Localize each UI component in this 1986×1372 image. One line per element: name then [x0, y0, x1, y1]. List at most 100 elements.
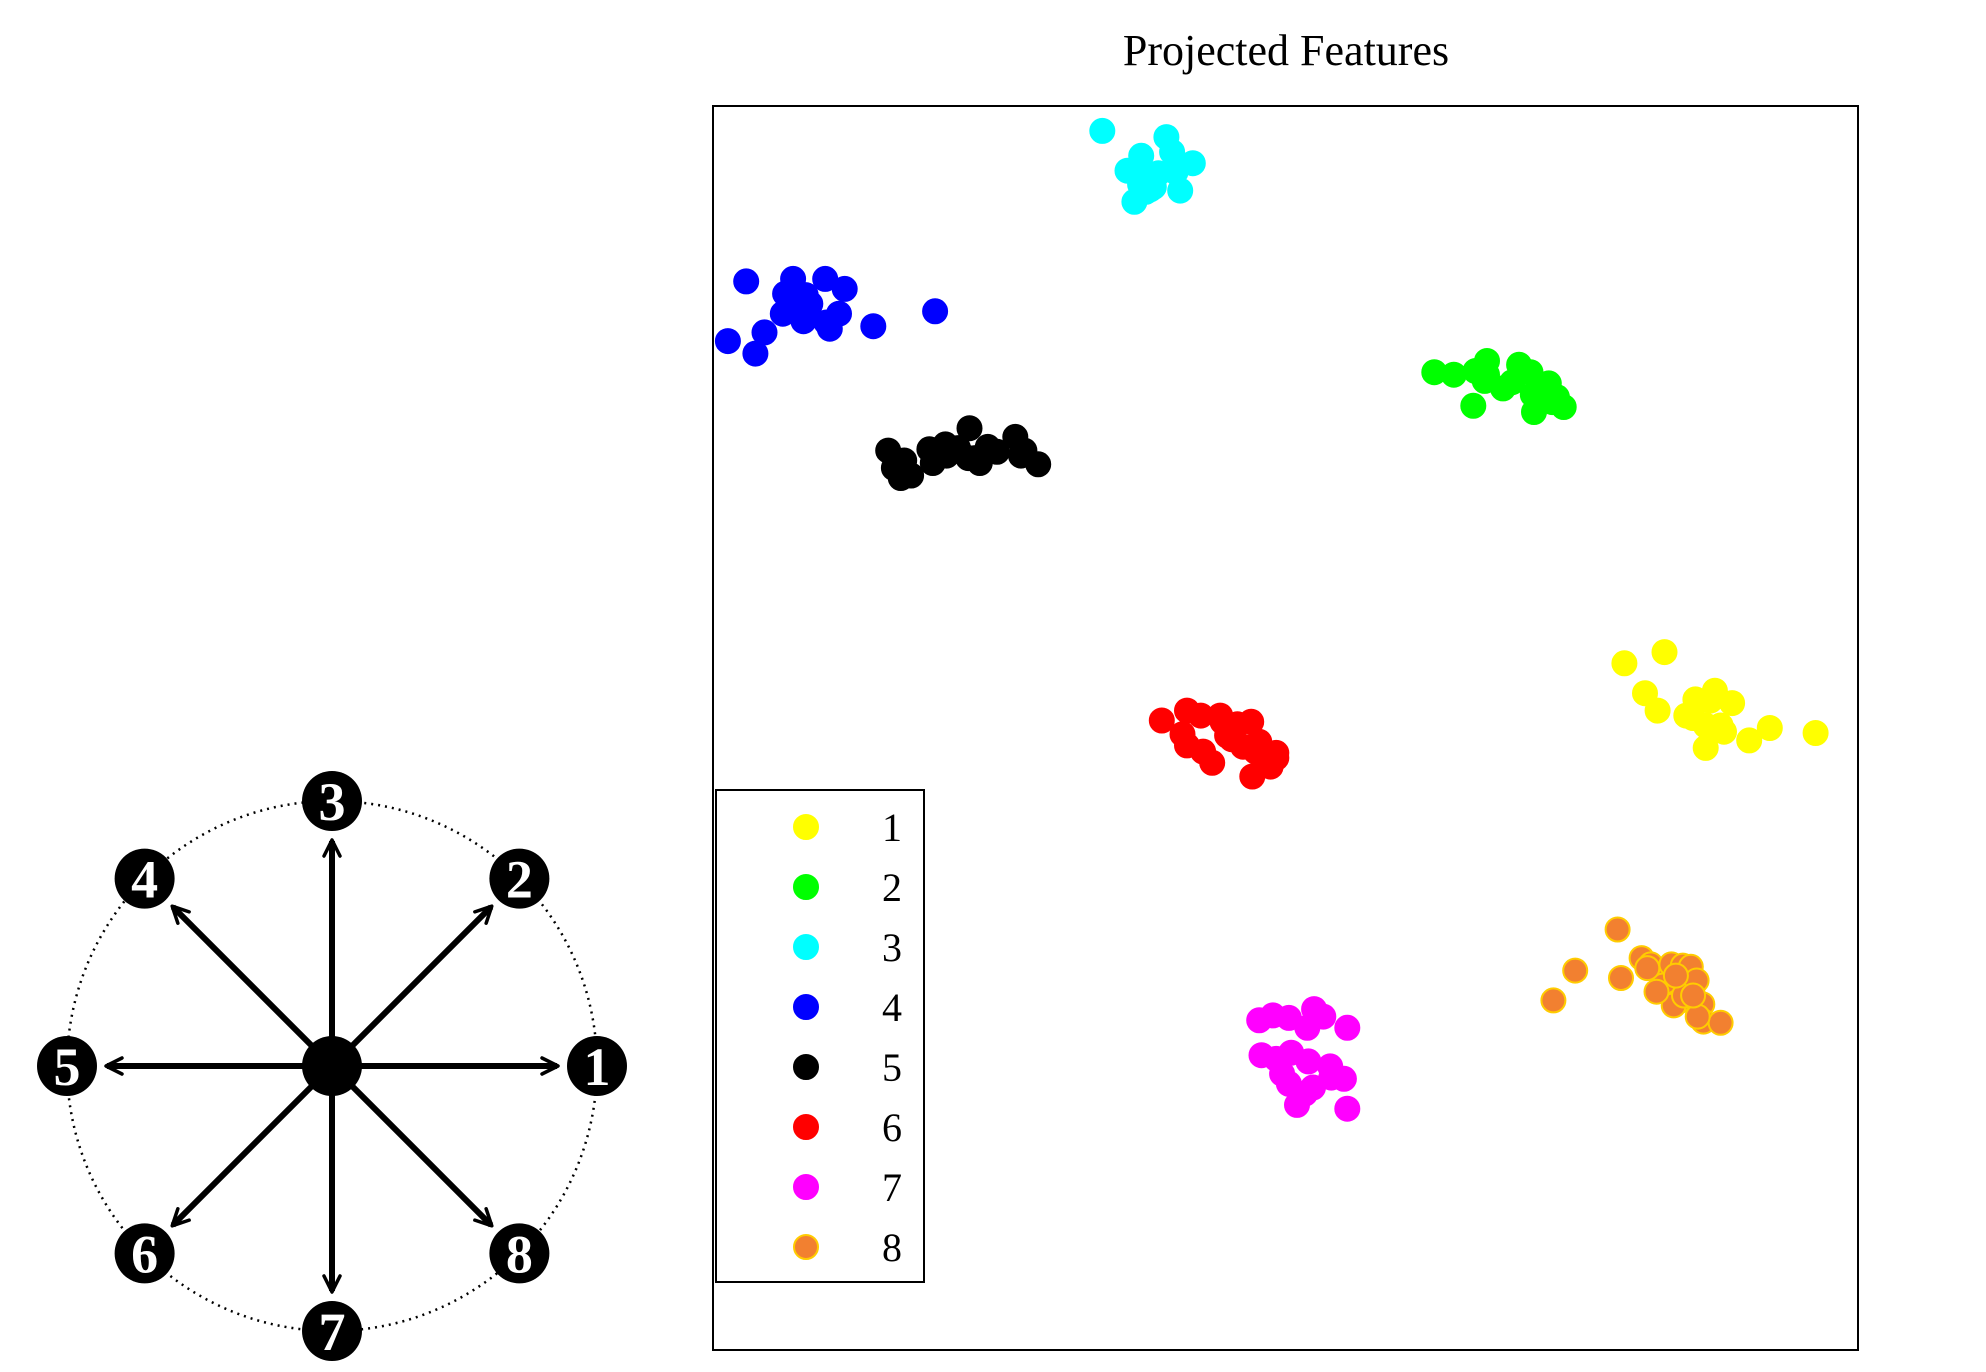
center-node: [302, 1036, 362, 1096]
data-point: [1680, 705, 1707, 731]
series-8: [1540, 916, 1734, 1036]
node-circle: [302, 771, 362, 831]
data-point: [1224, 711, 1251, 738]
legend-label: 7: [882, 1165, 902, 1210]
scatter-points: [714, 117, 1829, 1122]
data-point: [1707, 1009, 1734, 1036]
data-point: [1179, 150, 1206, 177]
data-point: [860, 313, 887, 340]
data-point: [1440, 361, 1467, 388]
node-8: 8: [489, 1223, 550, 1284]
legend-marker: [793, 814, 819, 840]
legend-marker: [793, 1234, 819, 1260]
data-point: [1651, 639, 1678, 666]
data-point: [1802, 720, 1829, 746]
data-point: [1011, 437, 1038, 464]
data-point: [1611, 650, 1638, 677]
data-point: [1707, 712, 1734, 739]
data-point: [956, 415, 983, 442]
legend-label: 2: [882, 865, 902, 910]
data-point: [1634, 955, 1661, 982]
direction-arrows: [104, 838, 560, 1294]
legend-marker: [793, 1054, 819, 1080]
data-point: [1680, 982, 1707, 1009]
node-6: 6: [114, 1223, 175, 1284]
series-6: [1148, 697, 1290, 790]
legend: 1 2 3 4 5 6 7 8: [715, 789, 925, 1283]
legend-item-4: 4: [793, 985, 902, 1030]
series-7: [1246, 996, 1361, 1122]
legend-item-8: 8: [793, 1225, 902, 1270]
data-point: [1643, 978, 1670, 1005]
legend-label: 1: [882, 805, 902, 850]
data-point: [1474, 348, 1500, 374]
data-point: [1239, 763, 1266, 790]
series-3: [1089, 117, 1206, 215]
data-point: [742, 340, 769, 367]
arrow-6: [170, 1063, 335, 1228]
node-circle: [489, 848, 550, 909]
legend-label: 5: [882, 1045, 902, 1090]
plot-frame: [712, 105, 1859, 1351]
direction-nodes: 1 2 3 4 5 6 7 8: [37, 771, 627, 1362]
data-point: [714, 328, 741, 355]
data-point: [1334, 1095, 1361, 1122]
series-1: [1611, 639, 1829, 761]
node-label: 3: [319, 772, 346, 832]
data-point: [1294, 1014, 1321, 1041]
data-point: [1540, 987, 1567, 1014]
data-point: [769, 300, 796, 327]
data-point: [1190, 738, 1217, 765]
series-4: [714, 265, 949, 367]
data-point: [1632, 680, 1658, 707]
data-point: [1089, 117, 1116, 144]
legend-label: 3: [882, 925, 902, 970]
data-point: [1608, 965, 1634, 991]
node-label: 7: [319, 1302, 346, 1362]
node-7: 7: [302, 1301, 362, 1362]
data-point: [945, 435, 971, 462]
legend-label: 6: [882, 1105, 902, 1150]
data-point: [1506, 351, 1533, 378]
node-label: 5: [54, 1037, 81, 1097]
legend-marker: [793, 1174, 819, 1200]
legend-label: 4: [882, 985, 902, 1030]
node-label: 2: [506, 850, 533, 910]
data-point: [1684, 1003, 1711, 1030]
arrow-8: [329, 1063, 494, 1228]
series-2: [1421, 348, 1577, 425]
data-point: [1284, 1091, 1310, 1118]
node-label: 4: [131, 850, 158, 910]
legend-marker: [793, 934, 819, 960]
data-point: [816, 315, 843, 342]
data-point: [733, 268, 760, 295]
data-point: [966, 450, 993, 476]
node-4: 4: [114, 848, 175, 910]
data-point: [1562, 957, 1589, 984]
node-1: 1: [567, 1036, 627, 1097]
data-point: [1644, 697, 1671, 724]
legend-box: [715, 789, 925, 1283]
data-point: [792, 282, 819, 309]
node-label: 1: [584, 1037, 611, 1097]
arrow-4: [170, 904, 335, 1069]
data-point: [1490, 375, 1516, 402]
node-5: 5: [37, 1036, 97, 1097]
data-point: [1269, 1060, 1296, 1087]
data-point: [1132, 178, 1159, 205]
legend-item-3: 3: [793, 925, 902, 970]
node-circle: [114, 1223, 175, 1284]
data-point: [1519, 381, 1546, 408]
data-point: [1242, 738, 1269, 765]
legend-marker: [793, 1114, 819, 1140]
chart-title: Projected Features: [1123, 26, 1449, 75]
legend-item-5: 5: [793, 1045, 902, 1090]
node-label: 8: [506, 1224, 533, 1284]
legend-marker: [793, 994, 819, 1020]
node-circle: [114, 848, 175, 909]
data-point: [1334, 1014, 1361, 1041]
legend-item-1: 1: [793, 805, 902, 850]
node-circle: [302, 1301, 362, 1361]
data-point: [922, 298, 949, 325]
node-circle: [37, 1036, 97, 1096]
